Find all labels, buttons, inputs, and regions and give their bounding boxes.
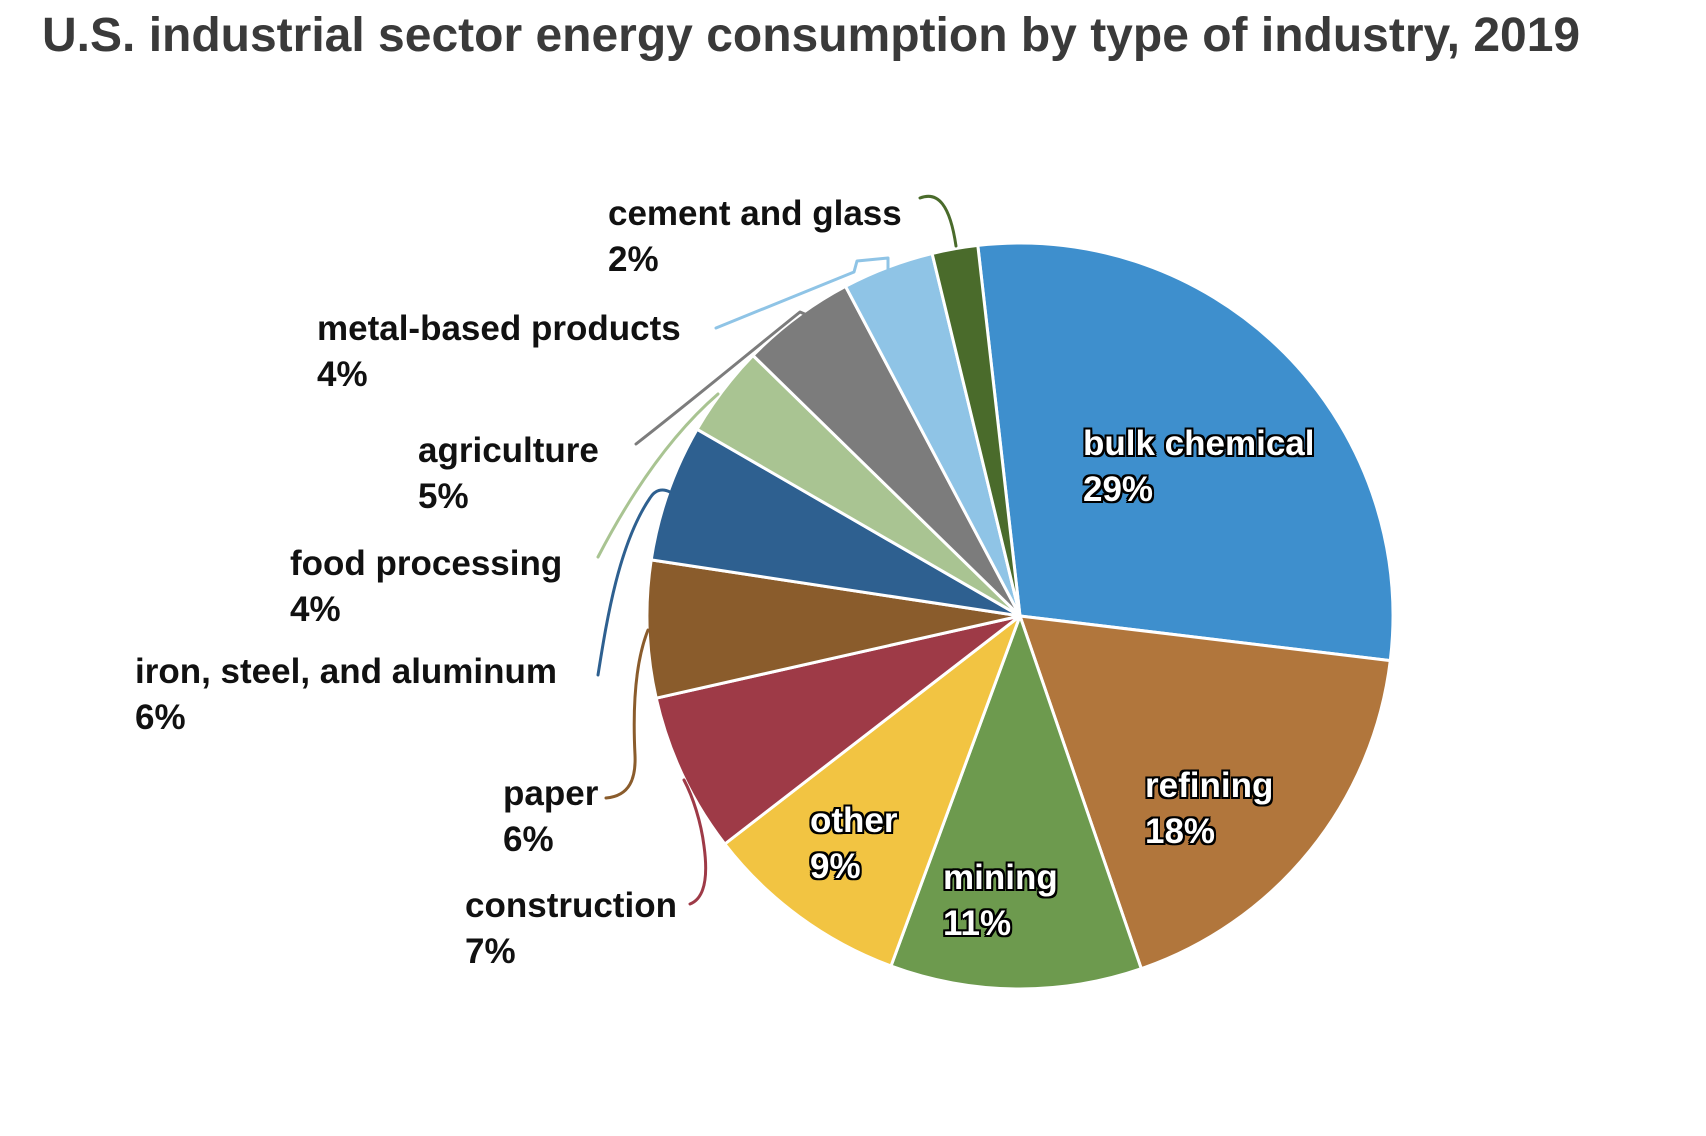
slice-label-name: mining	[943, 858, 1058, 897]
leader-line-construction	[682, 778, 708, 906]
pie-slice-bulk-chemical	[976, 241, 1395, 663]
leader-line-food-processing	[596, 392, 720, 559]
slice-label-refining: refining 18%	[1145, 763, 1273, 855]
slice-label-percent: 2%	[608, 240, 659, 279]
slice-label-name: other	[810, 801, 898, 840]
leader-line-metal-based-products	[714, 256, 890, 330]
slice-label-percent: 7%	[465, 932, 516, 971]
pie-slice-refining	[1018, 614, 1392, 971]
slice-label-percent: 4%	[290, 590, 341, 629]
leader-line-agriculture	[634, 310, 816, 446]
pie-slice-construction	[654, 614, 1022, 846]
slice-label-other: other 9%	[810, 798, 898, 890]
slice-label-percent: 9%	[810, 847, 861, 886]
slice-label-name: agriculture	[418, 431, 599, 470]
slice-label-metal-based-products: metal-based products 4%	[317, 306, 681, 398]
slice-label-percent: 6%	[503, 820, 554, 859]
pie-slice-cement-and-glass	[930, 243, 1022, 618]
slice-label-name: bulk chemical	[1083, 424, 1315, 463]
pie-slice-mining	[889, 614, 1143, 991]
leader-line-paper	[604, 628, 650, 800]
slice-label-paper: paper 6%	[503, 771, 598, 863]
slice-label-name: paper	[503, 774, 599, 813]
slice-label-construction: construction 7%	[465, 883, 677, 975]
slice-label-name: food processing	[290, 544, 563, 583]
pie-slice-other	[723, 614, 1022, 968]
leader-line-cement-and-glass	[918, 194, 958, 248]
slice-label-percent: 11%	[943, 904, 1012, 943]
slice-label-name: refining	[1145, 766, 1274, 805]
slice-label-percent: 29%	[1083, 470, 1154, 509]
slice-label-percent: 6%	[135, 698, 186, 737]
chart-title: U.S. industrial sector energy consumptio…	[42, 9, 1581, 62]
slice-label-agriculture: agriculture 5%	[418, 428, 599, 520]
slice-label-percent: 4%	[317, 355, 368, 394]
slice-label-iron-steel-and-aluminum: iron, steel, and aluminum 6%	[135, 649, 557, 741]
slice-label-bulk-chemical: bulk chemical 29%	[1083, 421, 1314, 513]
slice-label-name: metal-based products	[317, 309, 681, 348]
slice-label-percent: 18%	[1145, 812, 1216, 851]
slice-label-name: iron, steel, and aluminum	[135, 652, 558, 691]
slice-label-mining: mining 11%	[943, 855, 1058, 947]
slice-label-cement-and-glass: cement and glass 2%	[608, 191, 902, 283]
leader-line-iron-steel-and-aluminum	[596, 488, 672, 677]
slice-label-percent: 5%	[418, 477, 469, 516]
slice-label-food-processing: food processing 4%	[290, 541, 562, 633]
slice-label-name: cement and glass	[608, 194, 902, 233]
slice-label-name: construction	[465, 886, 677, 925]
